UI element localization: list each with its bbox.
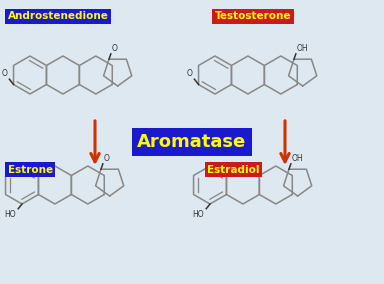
Text: HO: HO (5, 210, 16, 219)
Text: O: O (112, 44, 118, 53)
Text: O: O (104, 154, 110, 163)
Text: Testosterone: Testosterone (215, 11, 291, 21)
Text: OH: OH (292, 154, 303, 163)
Text: O: O (2, 69, 7, 78)
Text: Estrone: Estrone (8, 165, 53, 175)
Text: Estradiol: Estradiol (207, 165, 260, 175)
Text: Androstenedione: Androstenedione (8, 11, 109, 21)
Text: O: O (187, 69, 192, 78)
Text: OH: OH (297, 44, 308, 53)
Text: HO: HO (192, 210, 204, 219)
Text: Aromatase: Aromatase (137, 133, 247, 151)
